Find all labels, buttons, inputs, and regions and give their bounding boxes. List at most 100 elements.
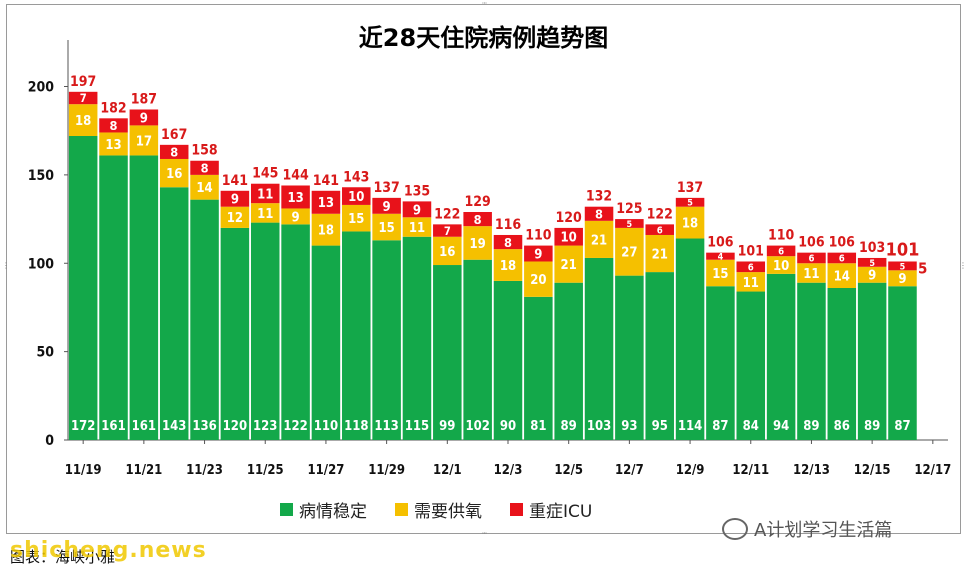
data-label: 11	[409, 221, 425, 236]
data-label: 89	[561, 419, 577, 434]
total-label: 103	[859, 240, 885, 256]
bar-segment	[129, 125, 159, 156]
bar-segment	[159, 187, 189, 440]
legend-swatch-oxygen	[395, 502, 408, 516]
bar-segment	[250, 183, 280, 204]
total-label: 145	[252, 166, 278, 182]
bar-segment	[554, 282, 583, 440]
x-tick-label: 12/17	[914, 463, 951, 478]
resize-handle-left[interactable]: ⋮	[2, 261, 10, 270]
bar-segment	[433, 224, 462, 237]
bar-segment	[190, 160, 219, 175]
data-label: 18	[682, 217, 698, 232]
total-label: 116	[495, 217, 522, 233]
bar-segment	[675, 238, 705, 440]
data-label: 21	[561, 258, 577, 273]
bar-segment	[524, 245, 553, 262]
chart-title: 近28天住院病例趋势图	[358, 24, 609, 52]
data-label: 86	[834, 419, 850, 434]
data-label: 8	[474, 212, 482, 227]
legend-label-oxygen: 需要供氧	[414, 501, 482, 522]
bar-segment	[311, 190, 341, 214]
bar-segment	[645, 272, 674, 440]
bar-segment	[524, 296, 553, 440]
bar-segment	[99, 132, 128, 156]
data-label: 10	[348, 190, 364, 205]
resize-handle-top[interactable]: ···	[481, 0, 488, 8]
bar-segment	[827, 252, 857, 264]
y-tick-label: 200	[28, 80, 55, 96]
data-label: 15	[712, 267, 728, 282]
data-label: 99	[439, 419, 455, 434]
data-label: 9	[292, 210, 300, 225]
bar-segment	[827, 263, 857, 288]
total-label: 120	[556, 210, 583, 226]
total-label: 141	[222, 173, 248, 189]
bar-segment	[857, 257, 887, 267]
data-label: 10	[561, 231, 577, 246]
data-label: 27	[621, 246, 637, 261]
total-label: 129	[465, 194, 491, 210]
legend-item-oxygen: 需要供氧	[395, 497, 482, 522]
data-label: 8	[170, 145, 178, 160]
total-label: 182	[100, 100, 126, 116]
data-label: 84	[743, 419, 759, 434]
total-label: 110	[768, 228, 795, 244]
bar-segment	[159, 158, 189, 188]
data-label: 102	[465, 419, 489, 434]
data-label: 9	[140, 111, 148, 126]
data-label: 6	[839, 254, 845, 265]
bar-segment	[220, 206, 250, 228]
data-label: 16	[166, 167, 182, 182]
wechat-account-name: A计划学习生活篇	[754, 520, 893, 541]
data-label: 115	[405, 419, 429, 434]
legend-label-stable: 病情稳定	[299, 501, 367, 522]
data-label: 136	[192, 419, 216, 434]
bar-segment	[99, 118, 128, 133]
bar-segment	[68, 136, 98, 440]
bar-segment	[463, 259, 492, 440]
data-label: 95	[652, 419, 668, 434]
bar-segment	[220, 227, 250, 440]
total-label: 101	[738, 243, 764, 259]
chart-legend: 病情稳定 需要供氧 重症ICU	[280, 496, 592, 522]
data-label: 110	[314, 419, 338, 434]
data-label: 13	[287, 191, 303, 206]
bar-segment	[463, 212, 492, 227]
bar-segment	[402, 217, 432, 237]
data-label: 18	[500, 259, 516, 274]
data-label: 114	[678, 419, 702, 434]
data-label: 4	[718, 253, 724, 263]
bar-segment	[372, 197, 401, 214]
bar-segment	[797, 263, 826, 283]
bar-segment	[129, 155, 159, 440]
data-label: 19	[470, 237, 486, 252]
bar-segment	[797, 252, 826, 264]
bar-segment	[766, 273, 796, 440]
y-tick-label: 100	[28, 256, 55, 272]
data-label: 11	[257, 187, 273, 202]
total-label: 137	[373, 180, 399, 196]
data-label: 87	[712, 419, 728, 434]
legend-item-icu: 重症ICU	[510, 497, 592, 522]
data-label: 6	[808, 254, 814, 265]
resize-handle-bottom[interactable]: ···	[481, 529, 488, 538]
data-label: 8	[504, 235, 512, 250]
data-label: 13	[318, 196, 334, 211]
bar-segment	[645, 234, 674, 273]
bar-segment	[827, 288, 857, 440]
bar-segment	[554, 227, 583, 246]
bar-segment	[888, 261, 917, 271]
bar-segment	[736, 291, 766, 440]
x-tick-label: 11/21	[125, 463, 162, 478]
bar-segment	[888, 270, 917, 287]
bar-segment	[493, 249, 523, 281]
total-label: 106	[829, 235, 856, 251]
resize-handle-right[interactable]: ⋮	[959, 261, 967, 270]
x-tick-label: 12/11	[732, 463, 769, 478]
site-watermark: shicheng.news	[10, 538, 207, 563]
bar-segment	[281, 224, 310, 440]
data-label: 8	[595, 207, 603, 222]
bar-segment	[584, 257, 614, 440]
bar-segment	[311, 245, 341, 440]
